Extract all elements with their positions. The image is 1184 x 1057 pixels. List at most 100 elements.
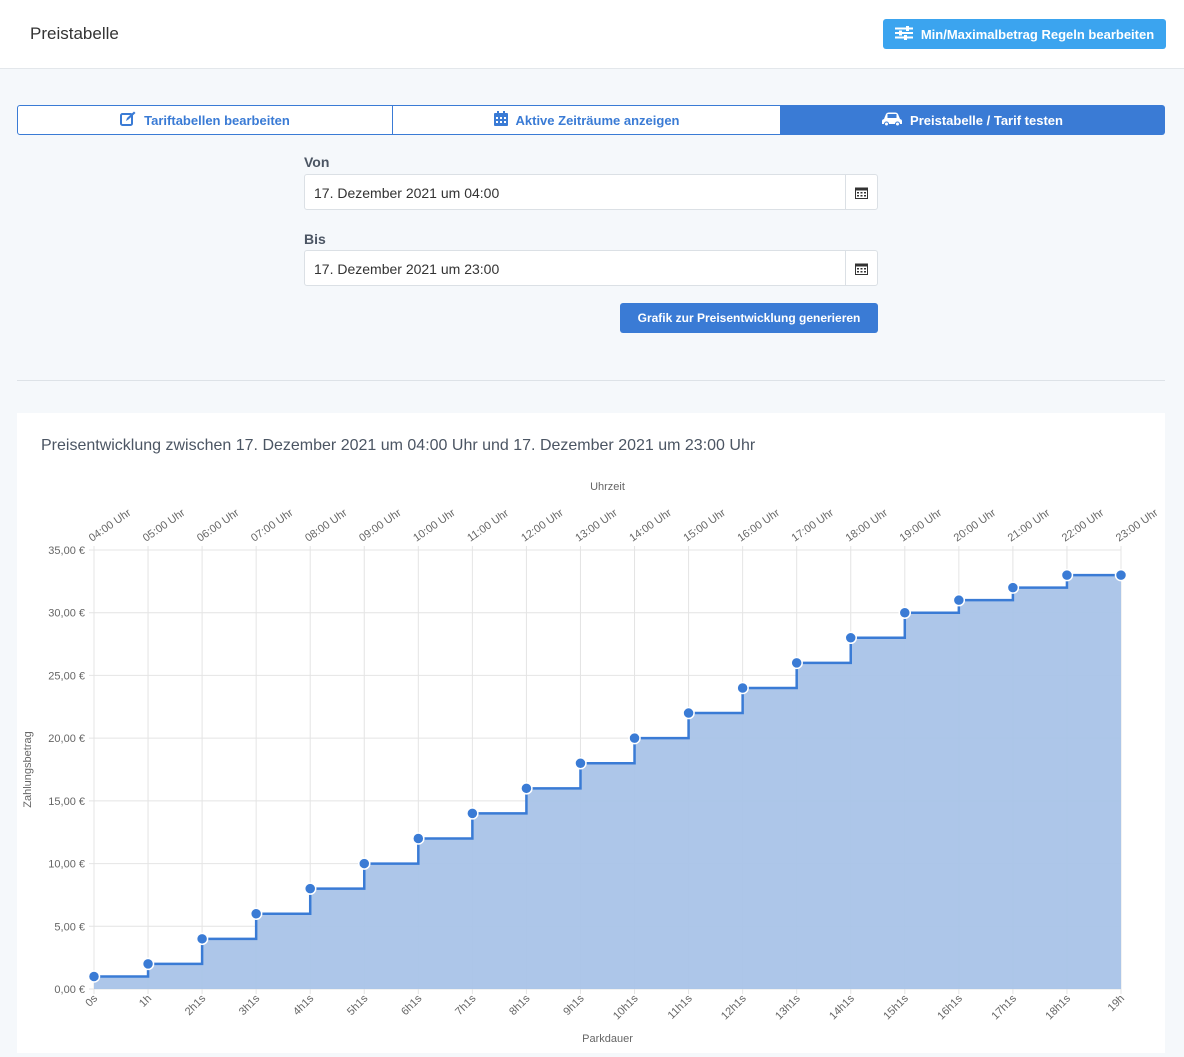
x2-tick-label: 11:00 Uhr <box>465 507 511 544</box>
calendar-icon[interactable] <box>845 251 877 285</box>
data-point <box>898 606 912 619</box>
y-tick-label: 10,00 € <box>48 859 85 871</box>
x2-tick-label: 07:00 Uhr <box>249 507 296 545</box>
x2-tick-label: 23:00 Uhr <box>1114 507 1161 545</box>
x2-tick-label: 12:00 Uhr <box>519 507 566 545</box>
data-point <box>1006 581 1020 594</box>
x-tick-label: 19h <box>1106 993 1127 1014</box>
x2-tick-label: 04:00 Uhr <box>87 507 134 545</box>
data-point <box>520 782 533 795</box>
data-point <box>844 631 857 645</box>
x-tick-label: 17h1s <box>989 992 1019 1022</box>
sliders-icon <box>894 25 913 43</box>
tab-bar: Tariftabellen bearbeiten Aktive Zeiträum… <box>17 105 1165 135</box>
bis-label: Bis <box>304 231 326 247</box>
data-point <box>303 882 317 895</box>
x2-tick-label: 17:00 Uhr <box>790 507 837 545</box>
edit-icon <box>120 111 136 130</box>
y-tick-label: 5,00 € <box>54 921 85 933</box>
y-axis-title: Zahlungsbetrag <box>22 731 34 807</box>
x2-tick-label: 13:00 Uhr <box>573 507 620 545</box>
x-tick-label: 5h1s <box>345 992 371 1018</box>
tab-label: Preistabelle / Tarif testen <box>910 112 1063 128</box>
x2-tick-label: 21:00 Uhr <box>1006 507 1053 545</box>
generate-chart-button[interactable]: Grafik zur Preisentwicklung generieren <box>620 303 878 333</box>
x-tick-label: 6h1s <box>399 992 425 1018</box>
x-tick-label: 1h <box>137 993 154 1010</box>
chart-card: Preisentwicklung zwischen 17. Dezember 2… <box>17 413 1165 1053</box>
x2-tick-label: 05:00 Uhr <box>141 507 188 545</box>
y-tick-label: 20,00 € <box>48 733 85 745</box>
data-point <box>628 731 641 745</box>
data-point <box>195 932 209 946</box>
x-tick-label: 14h1s <box>827 992 857 1022</box>
x2-tick-label: 09:00 Uhr <box>357 507 404 545</box>
x-tick-label: 0s <box>83 992 100 1009</box>
tab-edit-tariff-tables[interactable]: Tariftabellen bearbeiten <box>17 105 393 135</box>
y-tick-label: 15,00 € <box>48 796 85 808</box>
x2-tick-label: 16:00 Uhr <box>735 507 782 545</box>
x-tick-label: 16h1s <box>935 992 965 1022</box>
bis-date-field[interactable]: 17. Dezember 2021 um 23:00 <box>304 250 878 286</box>
x-tick-label: 15h1s <box>881 992 911 1022</box>
data-point <box>87 970 101 983</box>
x-tick-label: 10h1s <box>611 992 641 1022</box>
data-point <box>952 593 966 607</box>
edit-min-max-rules-button[interactable]: Min/Maximalbetrag Regeln bearbeiten <box>883 19 1166 49</box>
data-point <box>466 807 479 820</box>
chart-title: Preisentwicklung zwischen 17. Dezember 2… <box>41 437 756 454</box>
x-tick-label: 2h1s <box>183 992 209 1018</box>
x-tick-label: 13h1s <box>773 992 803 1022</box>
data-point <box>141 957 155 971</box>
x-axis-title: Parkdauer <box>582 1033 633 1045</box>
data-point <box>412 832 425 845</box>
series-line <box>94 573 1121 978</box>
rules-button-label: Min/Maximalbetrag Regeln bearbeiten <box>920 26 1155 42</box>
x2-tick-label: 10:00 Uhr <box>411 507 458 545</box>
x2-tick-label: 08:00 Uhr <box>303 507 350 545</box>
data-point <box>574 756 587 770</box>
data-point <box>682 706 695 720</box>
x2-tick-label: 06:00 Uhr <box>195 507 242 545</box>
x-tick-label: 8h1s <box>507 992 533 1018</box>
x-tick-label: 4h1s <box>291 992 317 1018</box>
data-point <box>358 857 371 870</box>
x-tick-label: 3h1s <box>237 992 263 1018</box>
x2-axis-title: Uhrzeit <box>590 481 625 493</box>
x2-tick-label: 22:00 Uhr <box>1060 507 1107 545</box>
data-point <box>736 681 749 695</box>
x-tick-label: 7h1s <box>453 992 479 1018</box>
data-point <box>790 656 803 670</box>
data-point <box>1060 568 1074 582</box>
x-tick-label: 9h1s <box>561 992 587 1018</box>
y-tick-label: 0,00 € <box>54 984 85 996</box>
data-point <box>249 907 263 920</box>
y-tick-label: 30,00 € <box>48 608 85 620</box>
von-label: Von <box>304 154 330 170</box>
x-tick-label: 12h1s <box>719 992 749 1022</box>
calendar-icon[interactable] <box>845 175 877 209</box>
x2-tick-label: 19:00 Uhr <box>898 507 945 545</box>
x2-tick-label: 15:00 Uhr <box>681 507 728 545</box>
top-bar: Preistabelle Min/Maximalbetrag Regeln be… <box>0 0 1184 69</box>
page-title: Preistabelle <box>30 24 119 43</box>
price-chart: 0,00 € 5,00 € 10,00 € 15,00 € 20,00 € 25,00 €… <box>22 481 1161 1045</box>
x-tick-label: 11h1s <box>666 992 695 1021</box>
x-tick-label: 18h1s <box>1043 992 1073 1022</box>
series-area <box>94 575 1121 989</box>
data-point <box>1114 568 1128 582</box>
tab-active-periods[interactable]: Aktive Zeiträume anzeigen <box>393 105 781 135</box>
tab-label: Tariftabellen bearbeiten <box>144 112 290 128</box>
von-date-field[interactable]: 17. Dezember 2021 um 04:00 <box>304 174 878 210</box>
calendar-grid-icon <box>493 111 508 129</box>
x2-tick-label: 14:00 Uhr <box>627 507 674 545</box>
x2-tick-label: 18:00 Uhr <box>844 507 891 545</box>
car-icon <box>882 112 903 129</box>
bis-date-value: 17. Dezember 2021 um 23:00 <box>314 261 500 277</box>
tab-label: Aktive Zeiträume anzeigen <box>515 112 680 128</box>
y-tick-label: 25,00 € <box>48 670 85 682</box>
y-tick-label: 35,00 € <box>48 545 85 557</box>
divider <box>17 380 1165 381</box>
tab-test-tariff[interactable]: Preistabelle / Tarif testen <box>781 105 1165 135</box>
von-date-value: 17. Dezember 2021 um 04:00 <box>314 185 500 201</box>
